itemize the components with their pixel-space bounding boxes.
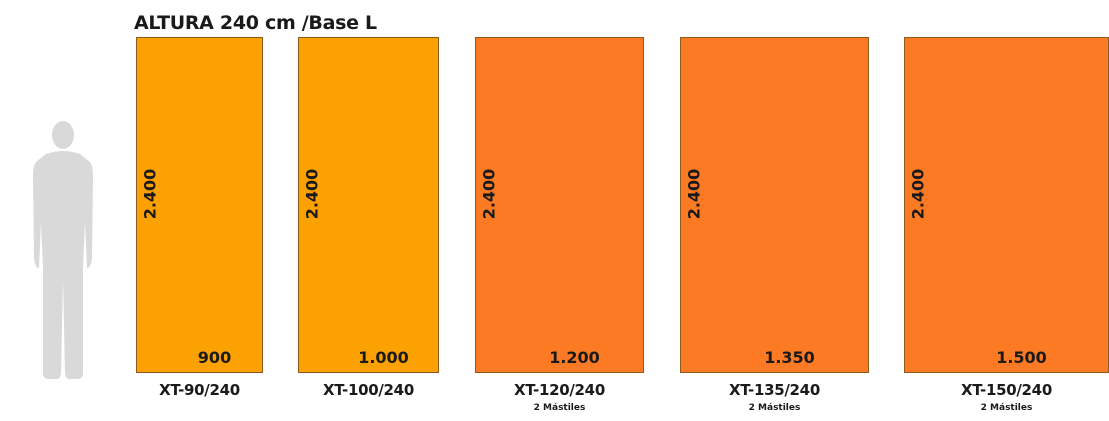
model-name: XT-120/240 — [514, 381, 605, 399]
panel-model-label: XT-150/240 2 Mástiles — [904, 381, 1109, 413]
model-name: XT-90/240 — [159, 381, 240, 399]
panel-xt-120: 2.400 1.200 — [475, 37, 644, 373]
panel-width-label: 900 — [197, 348, 232, 367]
panel-height-label: 2.400 — [302, 168, 322, 220]
person-silhouette-icon — [33, 121, 93, 379]
panel-model-label: XT-100/240 — [298, 381, 439, 399]
panel-xt-90: 2.400 900 — [136, 37, 263, 373]
page-title: ALTURA 240 cm /Base L — [134, 12, 377, 34]
panel-model-label: XT-135/240 2 Mástiles — [680, 381, 869, 413]
panel-width-label: 1.500 — [996, 348, 1047, 367]
panel-height-label: 2.400 — [684, 168, 704, 220]
panel-height-label: 2.400 — [140, 168, 160, 220]
panel-xt-150: 2.400 1.500 — [904, 37, 1109, 373]
panel-width-label: 1.200 — [549, 348, 600, 367]
panel-model-label: XT-90/240 — [136, 381, 263, 399]
model-name: XT-150/240 — [961, 381, 1052, 399]
panel-model-label: XT-120/240 2 Mástiles — [475, 381, 644, 413]
panel-width-label: 1.000 — [358, 348, 409, 367]
panel-height-label: 2.400 — [479, 168, 499, 220]
masts-note: 2 Mástiles — [748, 403, 801, 413]
panel-xt-135: 2.400 1.350 — [680, 37, 869, 373]
panel-xt-100: 2.400 1.000 — [298, 37, 439, 373]
panel-width-label: 1.350 — [764, 348, 815, 367]
masts-note: 2 Mástiles — [533, 403, 586, 413]
masts-note: 2 Mástiles — [980, 403, 1033, 413]
model-name: XT-135/240 — [729, 381, 820, 399]
model-name: XT-100/240 — [323, 381, 414, 399]
panel-height-label: 2.400 — [908, 168, 928, 220]
